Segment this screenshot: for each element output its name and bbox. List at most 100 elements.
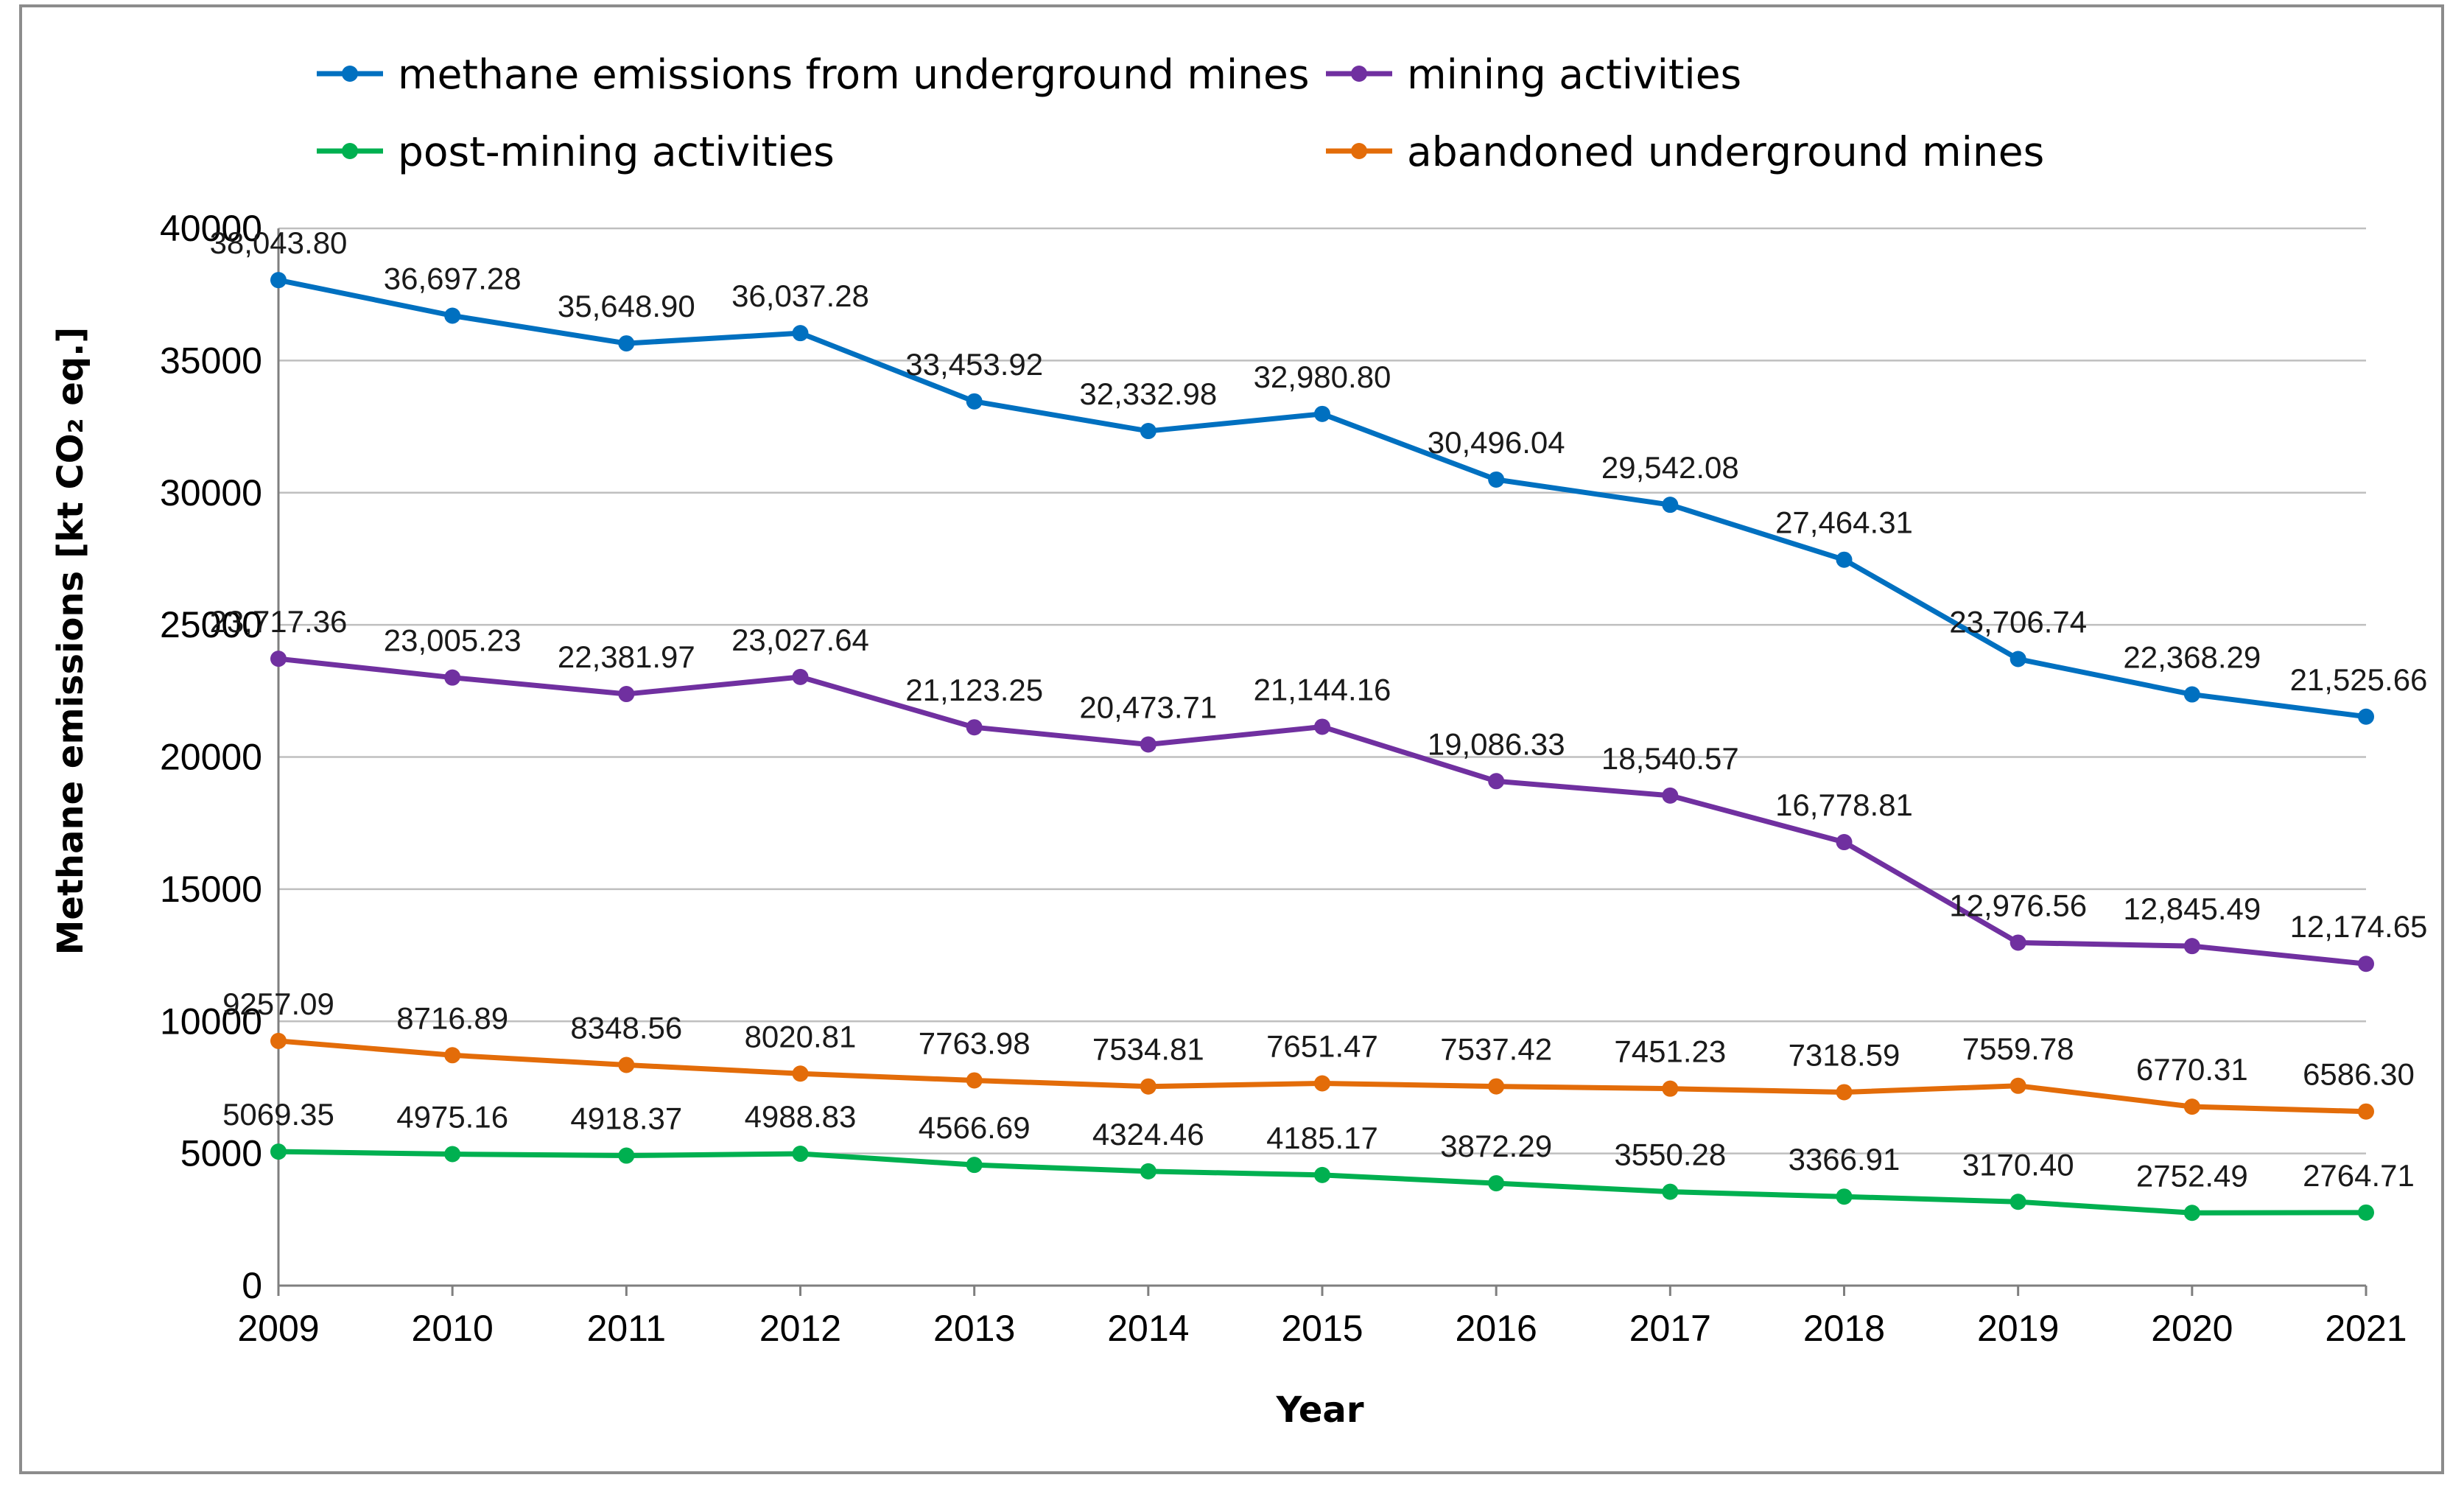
data-label: 2752.49 <box>2136 1158 2248 1193</box>
data-point <box>2183 1205 2200 1222</box>
data-point <box>1662 787 1679 804</box>
data-label: 12,976.56 <box>1949 888 2087 922</box>
x-tick-label: 2018 <box>1803 1308 1885 1349</box>
data-point <box>966 1072 983 1089</box>
data-label: 12,174.65 <box>2290 909 2428 944</box>
y-tick-label: 5000 <box>180 1133 262 1174</box>
data-label: 36,037.28 <box>731 278 869 313</box>
data-label: 3872.29 <box>1440 1129 1552 1163</box>
axes: 0 5000 10000 15000 20000 25000 30000 35000 40000… <box>160 208 2407 1349</box>
data-label: 38,043.80 <box>210 225 348 260</box>
data-label: 35,648.90 <box>558 289 695 323</box>
x-tick-label: 2012 <box>759 1308 841 1349</box>
data-label: 4185.17 <box>1266 1121 1378 1155</box>
data-point <box>444 669 461 686</box>
y-axis-title: Methane emissions [kt CO₂ eq.] <box>50 327 91 956</box>
legend-swatch-marker <box>1351 143 1367 159</box>
data-point <box>270 1143 287 1160</box>
data-label: 2764.71 <box>2303 1158 2415 1193</box>
x-tick-label: 2015 <box>1281 1308 1363 1349</box>
data-label: 19,086.33 <box>1428 726 1565 761</box>
legend-label: mining activities <box>1407 51 1741 98</box>
data-point <box>1836 1188 1853 1205</box>
data-point <box>1140 1078 1156 1095</box>
data-point <box>2010 934 2026 951</box>
data-point <box>2183 686 2200 703</box>
data-point <box>1662 1080 1679 1097</box>
data-point <box>270 651 287 667</box>
data-point <box>1836 1084 1853 1101</box>
data-label: 8716.89 <box>396 1000 508 1035</box>
data-point <box>2010 1194 2026 1210</box>
data-label: 8020.81 <box>745 1019 857 1054</box>
data-label: 18,540.57 <box>1601 741 1739 776</box>
x-tick-label: 2020 <box>2151 1308 2233 1349</box>
series-lines <box>270 272 2374 1222</box>
data-point <box>444 307 461 324</box>
legend-label: methane emissions from underground mines <box>398 51 1310 98</box>
data-label: 23,717.36 <box>210 604 348 639</box>
data-label: 4566.69 <box>919 1110 1031 1145</box>
data-point <box>966 719 983 736</box>
data-label: 7763.98 <box>919 1026 1031 1060</box>
data-label: 21,123.25 <box>905 673 1043 707</box>
data-point <box>966 393 983 410</box>
data-point <box>618 1056 635 1073</box>
data-point <box>2358 956 2374 972</box>
data-label: 23,706.74 <box>1949 605 2087 639</box>
data-label: 6770.31 <box>2136 1052 2248 1087</box>
data-point <box>2183 938 2200 955</box>
data-label: 21,144.16 <box>1254 672 1391 707</box>
data-label: 4988.83 <box>745 1099 857 1134</box>
data-label: 32,980.80 <box>1254 360 1391 394</box>
x-tick-label: 2011 <box>587 1308 667 1349</box>
legend: methane emissions from underground mines… <box>317 51 2044 175</box>
data-point <box>1488 1175 1505 1192</box>
data-label: 7651.47 <box>1266 1029 1378 1064</box>
data-point <box>2358 1103 2374 1120</box>
x-tick-label: 2014 <box>1107 1308 1189 1349</box>
data-label: 4975.16 <box>396 1100 508 1135</box>
data-point <box>1140 736 1156 753</box>
data-label: 7537.42 <box>1440 1032 1552 1067</box>
y-tick-label: 30000 <box>160 472 262 514</box>
data-label: 7451.23 <box>1614 1034 1726 1069</box>
data-label: 4324.46 <box>1092 1117 1204 1152</box>
legend-swatch-marker <box>342 143 358 159</box>
data-label: 8348.56 <box>570 1010 682 1045</box>
data-point <box>792 1146 809 1163</box>
x-tick-label: 2021 <box>2325 1308 2407 1349</box>
legend-swatch-marker <box>1351 66 1367 82</box>
chart-frame <box>19 4 2444 1474</box>
data-point <box>618 335 635 352</box>
data-point <box>1314 718 1330 735</box>
data-label: 32,332.98 <box>1079 376 1217 411</box>
data-point <box>1314 1166 1330 1183</box>
data-label: 6586.30 <box>2303 1057 2415 1092</box>
data-point <box>1314 1075 1330 1092</box>
data-label: 9257.09 <box>222 986 334 1021</box>
data-point <box>1662 497 1679 514</box>
y-tick-label: 0 <box>242 1265 262 1306</box>
data-point <box>1488 471 1505 488</box>
data-point <box>1836 834 1853 851</box>
data-label: 16,778.81 <box>1775 788 1913 822</box>
x-tick-label: 2019 <box>1977 1308 2059 1349</box>
data-point <box>2183 1098 2200 1115</box>
data-point <box>1662 1183 1679 1200</box>
data-point <box>2010 651 2026 667</box>
data-point <box>2358 708 2374 725</box>
data-label: 7534.81 <box>1092 1032 1204 1067</box>
data-label: 36,697.28 <box>384 261 522 295</box>
data-point <box>1836 551 1853 568</box>
y-tick-label: 25000 <box>160 604 262 645</box>
data-label: 7559.78 <box>1962 1031 2074 1066</box>
data-label: 12,845.49 <box>2123 891 2261 926</box>
data-label: 3170.40 <box>1962 1147 2074 1182</box>
data-label: 3550.28 <box>1614 1138 1726 1172</box>
data-label: 22,381.97 <box>558 639 695 674</box>
data-point <box>1488 773 1505 790</box>
data-point <box>2358 1204 2374 1221</box>
data-label: 33,453.92 <box>905 347 1043 382</box>
y-tick-label: 15000 <box>160 869 262 910</box>
